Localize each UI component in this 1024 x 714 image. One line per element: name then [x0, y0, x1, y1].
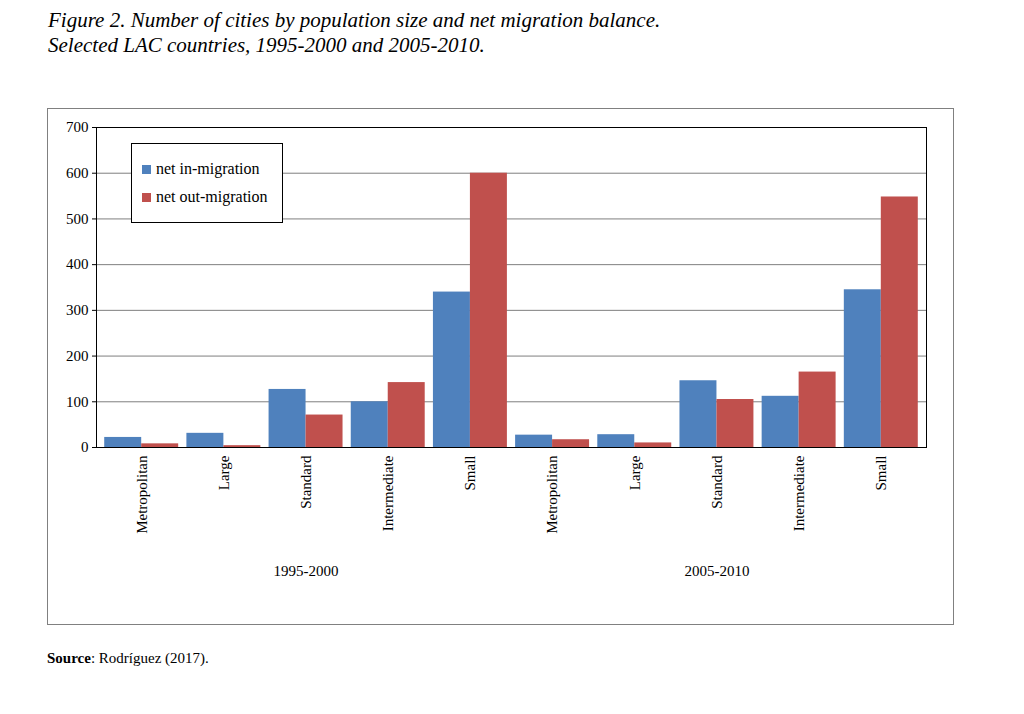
svg-text:Large: Large: [627, 455, 643, 490]
svg-text:Large: Large: [216, 455, 232, 490]
svg-text:Standard: Standard: [298, 455, 314, 509]
svg-text:500: 500: [66, 211, 89, 227]
html-text:net out-migration: net out-migration: [156, 188, 268, 205]
svg-text:300: 300: [66, 302, 89, 318]
html-text:net in-migration: net in-migration: [156, 160, 260, 177]
svg-text:Intermediate: Intermediate: [380, 455, 396, 531]
svg-text:200: 200: [66, 348, 89, 364]
svg-text:Small: Small: [462, 456, 478, 491]
svg-text:Metropolitan: Metropolitan: [133, 455, 149, 534]
svg-text:Intermediate: Intermediate: [791, 455, 807, 531]
svg-text:Small: Small: [873, 456, 889, 491]
svg-text:1995-2000: 1995-2000: [274, 563, 339, 579]
svg-text:2005-2010: 2005-2010: [684, 563, 749, 579]
html-text:Figure 2. Number of cities by: Figure 2. Number of cities by population…: [48, 8, 661, 32]
svg-text:Metropolitan: Metropolitan: [544, 455, 560, 534]
html-text:Source: Rodríguez (2017).: Source: Rodríguez (2017).: [47, 650, 209, 666]
html-text:Selected LAC countries, 1995-2: Selected LAC countries, 1995-2000 and 20…: [48, 33, 485, 57]
svg-text:600: 600: [66, 165, 89, 181]
svg-text:100: 100: [66, 394, 89, 410]
svg-text:Standard: Standard: [709, 455, 725, 509]
svg-text:0: 0: [81, 439, 89, 455]
svg-text:400: 400: [66, 256, 89, 272]
svg-text:700: 700: [66, 119, 89, 135]
